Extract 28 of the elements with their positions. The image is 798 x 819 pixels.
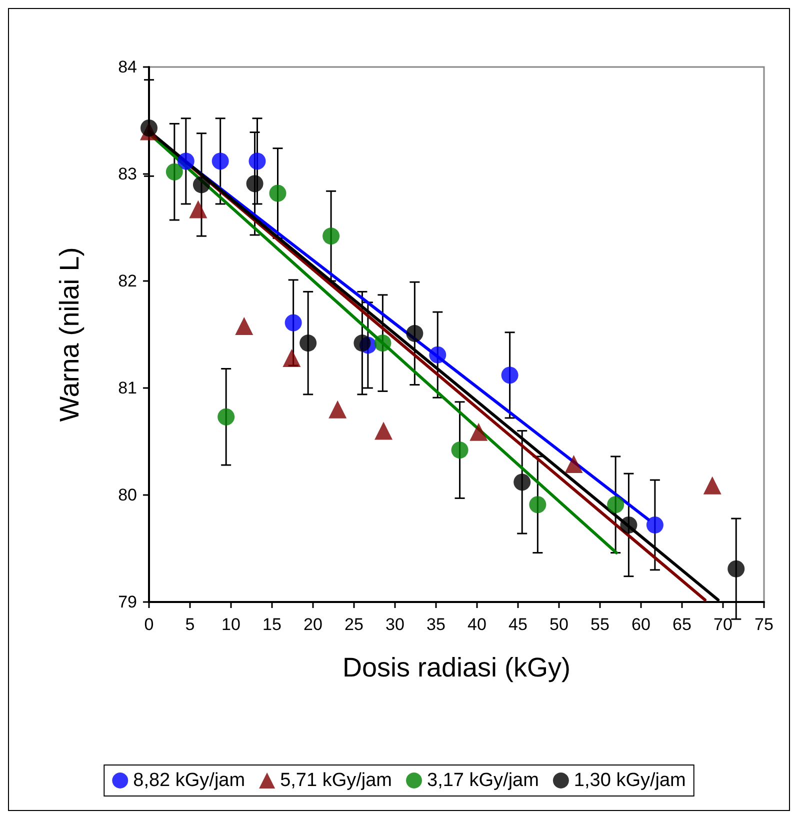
x-tick-label: 60 — [632, 615, 650, 634]
x-tick-label: 50 — [550, 615, 568, 634]
x-tick-label: 35 — [426, 615, 446, 634]
x-tick-label: 25 — [344, 615, 364, 634]
legend-label: 3,17 kGy/jam — [427, 770, 539, 791]
y-tick-label: 84 — [118, 58, 137, 76]
x-tick-label: 55 — [590, 615, 610, 634]
y-tick-label: 79 — [118, 592, 137, 612]
y-tick-label: 81 — [118, 378, 137, 398]
legend-label: 5,71 kGy/jam — [280, 770, 392, 791]
x-tick-label: 45 — [508, 615, 528, 634]
x-tick-label: 10 — [222, 615, 240, 634]
y-tick-label: 82 — [118, 272, 137, 290]
x-tick-label: 40 — [468, 615, 486, 634]
x-tick-label: 30 — [386, 615, 404, 634]
legend-label: 8,82 kGy/jam — [133, 770, 246, 791]
x-tick-label: 70 — [714, 615, 732, 634]
y-axis-title: Warna (nilai L) — [54, 247, 84, 422]
x-tick-label: 0 — [144, 615, 154, 634]
x-tick-label: 75 — [754, 615, 774, 634]
x-axis-title: Dosis radiasi (kGy) — [342, 652, 571, 682]
x-tick-label: 20 — [304, 615, 322, 634]
y-tick-label: 80 — [118, 486, 137, 504]
legend-label: 1,30 kGy/jam — [574, 770, 686, 791]
x-tick-label: 65 — [672, 615, 692, 634]
x-tick-label: 15 — [262, 615, 282, 634]
x-tick-label: 5 — [185, 615, 195, 634]
y-tick-label: 83 — [118, 164, 137, 184]
